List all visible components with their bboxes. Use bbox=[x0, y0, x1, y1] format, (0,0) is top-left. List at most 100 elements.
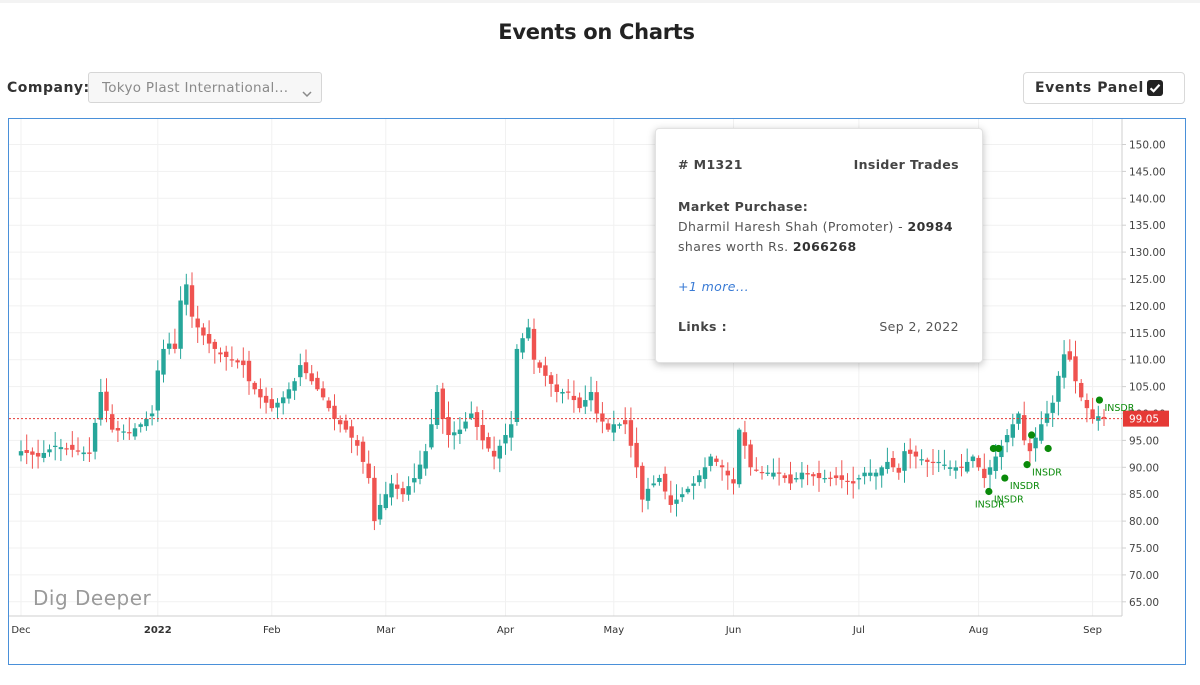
insider-event-marker bbox=[1044, 444, 1052, 453]
insider-event-marker bbox=[1001, 474, 1009, 482]
candle-body bbox=[417, 464, 423, 479]
insider-event-label: INSDR bbox=[994, 495, 1024, 506]
candle-body bbox=[1101, 416, 1107, 419]
candle-body bbox=[885, 461, 890, 470]
candle-body bbox=[309, 373, 314, 382]
candlestick-chart[interactable]: 150.00 145.00 140.00 135.00 130.00 125.00 120.… bbox=[9, 119, 1185, 664]
company-select[interactable]: Tokyo Plast International... bbox=[88, 72, 322, 103]
tooltip-more-link[interactable]: +1 more... bbox=[678, 279, 749, 294]
candle-body bbox=[224, 351, 229, 358]
candle-body bbox=[645, 488, 651, 501]
candle-body bbox=[497, 445, 502, 459]
candle-body bbox=[47, 449, 52, 453]
candle-body bbox=[155, 370, 160, 411]
insider-event-label: INSDR bbox=[975, 500, 1005, 511]
candle-body bbox=[959, 466, 964, 468]
x-tick-label: May bbox=[603, 625, 624, 636]
y-tick-label: 150.00 bbox=[1129, 140, 1166, 152]
candle-body bbox=[862, 472, 867, 477]
candle-body bbox=[480, 424, 485, 441]
insider-event-marker bbox=[1023, 461, 1031, 469]
candle-body bbox=[685, 488, 691, 493]
x-tick-label: Feb bbox=[263, 625, 281, 636]
candle-body bbox=[987, 467, 993, 475]
candle-body bbox=[651, 483, 656, 486]
candle-body bbox=[298, 365, 303, 378]
candle-body bbox=[623, 420, 628, 425]
candle-body bbox=[737, 429, 742, 485]
candle-body bbox=[389, 483, 394, 498]
events-panel-checkbox[interactable] bbox=[1147, 80, 1163, 96]
tooltip-date: Sep 2, 2022 bbox=[879, 319, 959, 334]
candle-body bbox=[748, 444, 753, 468]
candle-body bbox=[993, 456, 998, 471]
candle-body bbox=[697, 475, 702, 483]
candle-body bbox=[252, 382, 257, 390]
candle-body bbox=[246, 360, 252, 382]
candle-body bbox=[58, 447, 64, 450]
candle-body bbox=[218, 352, 223, 355]
page-title: Events on Charts bbox=[498, 20, 695, 44]
candle-body bbox=[1004, 435, 1010, 443]
candle-body bbox=[634, 442, 639, 468]
candle-body bbox=[571, 395, 577, 401]
candle-body bbox=[520, 338, 525, 353]
candle-body bbox=[982, 468, 987, 479]
candle-body bbox=[1090, 409, 1095, 419]
candle-body bbox=[64, 448, 69, 450]
candle-body bbox=[212, 341, 217, 349]
candle-body bbox=[902, 451, 907, 471]
candle-body bbox=[429, 424, 434, 448]
candle-body bbox=[503, 435, 508, 444]
candle-body bbox=[383, 494, 388, 509]
events-panel-toggle[interactable]: Events Panel bbox=[1023, 72, 1185, 104]
candle-body bbox=[919, 459, 924, 461]
candle-body bbox=[913, 451, 919, 457]
tooltip-links-label: Links : bbox=[678, 319, 728, 334]
candle-body bbox=[406, 486, 411, 495]
candle-body bbox=[1050, 402, 1055, 413]
candle-body bbox=[1039, 424, 1044, 441]
candle-body bbox=[303, 362, 309, 374]
candle-body bbox=[275, 402, 280, 408]
candle-body bbox=[873, 472, 879, 477]
candle-body bbox=[908, 449, 913, 454]
y-tick-label: 145.00 bbox=[1129, 166, 1166, 178]
candle-body bbox=[440, 388, 445, 419]
candle-body bbox=[474, 412, 480, 427]
x-tick-label: Jun bbox=[725, 625, 742, 636]
candle-body bbox=[189, 285, 195, 317]
candle-body bbox=[281, 397, 286, 404]
candle-body bbox=[856, 478, 862, 480]
events-panel-label: Events Panel bbox=[1035, 80, 1144, 96]
candle-body bbox=[879, 467, 884, 476]
candle-body bbox=[628, 420, 634, 446]
candle-body bbox=[588, 391, 594, 401]
candle-body bbox=[1022, 415, 1027, 441]
candle-body bbox=[822, 478, 827, 480]
candle-body bbox=[132, 428, 138, 437]
candle-body bbox=[548, 375, 554, 384]
candle-body bbox=[577, 397, 582, 409]
candle-body bbox=[714, 458, 719, 462]
candle-body bbox=[805, 473, 810, 475]
candle-body bbox=[127, 432, 132, 434]
candle-body bbox=[1056, 375, 1061, 402]
candle-body bbox=[765, 472, 770, 474]
candle-body bbox=[172, 343, 178, 349]
chevron-down-icon bbox=[302, 83, 312, 102]
candle-body bbox=[366, 463, 371, 479]
candle-body bbox=[349, 426, 354, 438]
candle-body bbox=[731, 479, 736, 484]
y-tick-label: 135.00 bbox=[1129, 220, 1166, 232]
candle-body bbox=[851, 481, 856, 484]
candle-body bbox=[605, 423, 611, 430]
tooltip-line-2-text: shares worth Rs. bbox=[678, 239, 793, 254]
y-tick-label: 75.00 bbox=[1129, 543, 1159, 555]
chart-frame[interactable]: 150.00 145.00 140.00 135.00 130.00 125.00 120.… bbox=[8, 118, 1186, 665]
candle-body bbox=[725, 470, 730, 476]
candle-body bbox=[286, 389, 292, 399]
y-tick-label: 140.00 bbox=[1129, 193, 1166, 205]
y-tick-label: 125.00 bbox=[1129, 274, 1166, 286]
candle-body bbox=[41, 452, 46, 458]
